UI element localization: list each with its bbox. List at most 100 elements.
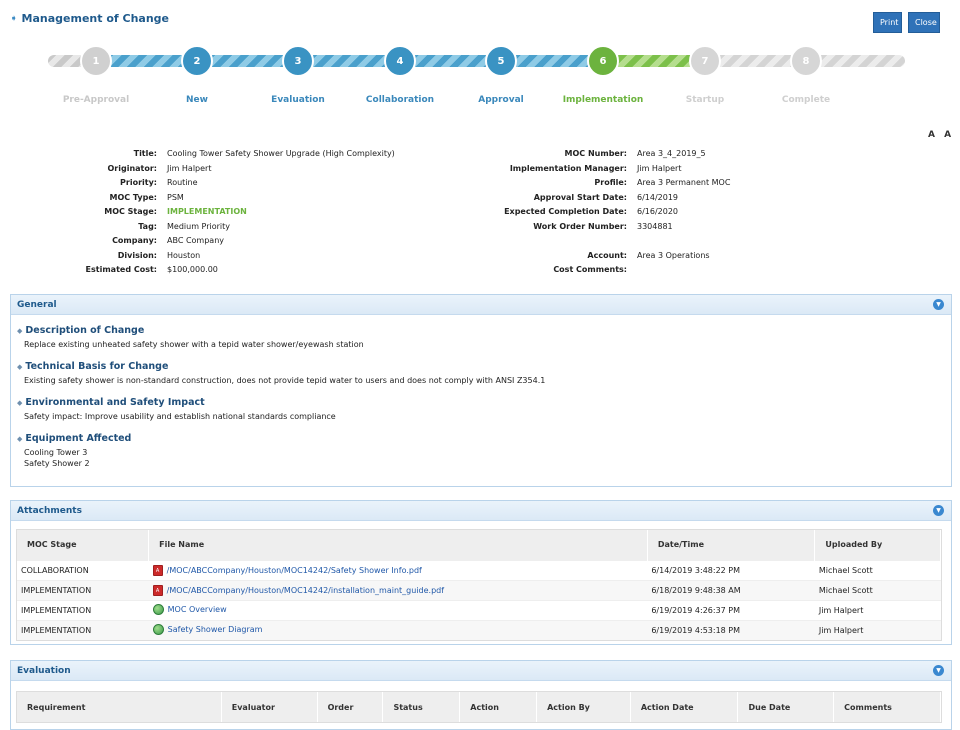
step-label-2[interactable]: New: [186, 95, 208, 105]
cell-file: A/MOC/ABCCompany/Houston/MOC14242/Safety…: [148, 559, 648, 580]
column-header[interactable]: Uploaded By: [814, 530, 941, 560]
detail-label: MOC Stage:: [104, 207, 157, 216]
step-circle-7[interactable]: 7: [689, 45, 721, 77]
globe-link-icon: [152, 623, 164, 635]
step-label-5[interactable]: Approval: [478, 95, 524, 105]
step-label-6[interactable]: Implementation: [562, 95, 644, 105]
section-body-line: Safety impact: Improve usability and est…: [24, 412, 336, 421]
step-circle-1[interactable]: 1: [80, 45, 112, 77]
step-label-1[interactable]: Pre-Approval: [62, 95, 130, 105]
bullet-icon: ◆: [17, 326, 23, 335]
chevron-down-icon[interactable]: ▼: [933, 505, 944, 516]
file-name[interactable]: MOC Overview: [167, 604, 227, 614]
column-header[interactable]: Due Date: [737, 692, 835, 722]
general-section: ◆ Equipment Affected Cooling Tower 3 Safety…: [11, 433, 137, 469]
step-circle-4[interactable]: 4: [384, 45, 416, 77]
column-header[interactable]: Evaluator: [221, 692, 318, 722]
table-row: IMPLEMENTATION MOC Overview 6/19/2019 4:26…: [17, 599, 941, 620]
detail-value: 6/14/2019: [637, 192, 679, 202]
step-circle-8[interactable]: 8: [790, 45, 822, 77]
section-body-line: Existing safety shower is non-standard c…: [24, 376, 546, 385]
section-title-text: Equipment Affected: [25, 433, 132, 444]
detail-value: Area 3 Permanent MOC: [637, 178, 731, 187]
chevron-down-icon[interactable]: ▼: [933, 299, 944, 310]
file-name[interactable]: /MOC/ABCCompany/Houston/MOC14242/install…: [166, 585, 445, 595]
column-header[interactable]: Requirement: [17, 692, 222, 722]
step-label-4[interactable]: Collaboration: [365, 95, 435, 105]
stage-progress-tracker: 1 Pre-Approval 2 New 3 Evaluation 4 Collaborati…: [0, 40, 960, 110]
step-label-3[interactable]: Evaluation: [271, 95, 325, 105]
general-panel-title: General: [17, 300, 57, 310]
file-link[interactable]: A/MOC/ABCCompany/Houston/MOC14242/Safety…: [152, 564, 422, 576]
evaluation-panel-header[interactable]: Evaluation ▼: [11, 661, 951, 681]
cell-stage: IMPLEMENTATION: [17, 579, 149, 600]
attachments-panel-header[interactable]: Attachments ▼: [11, 501, 951, 521]
file-name[interactable]: /MOC/ABCCompany/Houston/MOC14242/Safety …: [166, 565, 422, 575]
file-link[interactable]: MOC Overview: [152, 603, 227, 615]
detail-value: PSM: [167, 192, 184, 202]
detail-label: Profile:: [594, 178, 627, 187]
step-circle-2[interactable]: 2: [181, 45, 213, 77]
step-label-7[interactable]: Startup: [685, 95, 725, 105]
detail-label: Company:: [112, 236, 157, 245]
general-section: ◆ Technical Basis for Change Existing safe…: [11, 361, 551, 386]
step-circle-6[interactable]: 6: [587, 45, 619, 77]
general-panel-header[interactable]: General ▼: [11, 295, 951, 315]
cell-uploaded-by: Michael Scott: [814, 559, 941, 580]
detail-label: Implementation Manager:: [509, 163, 627, 173]
file-link[interactable]: A/MOC/ABCCompany/Houston/MOC14242/instal…: [152, 584, 445, 596]
general-section: ◆ Environmental and Safety Impact Safety i…: [11, 397, 342, 422]
file-name[interactable]: Safety Shower Diagram: [167, 624, 263, 634]
column-header[interactable]: Date/Time: [647, 530, 816, 560]
evaluation-table: Requirement Evaluator Order Status Action Act…: [17, 692, 941, 722]
font-size-toggle[interactable]: A A: [928, 130, 955, 140]
section-title-text: Technical Basis for Change: [25, 361, 169, 372]
table-row: IMPLEMENTATION A/MOC/ABCCompany/Houston/M…: [17, 579, 941, 600]
section-body: Safety impact: Improve usability and est…: [24, 411, 336, 422]
section-body: Cooling Tower 3 Safety Shower 2: [24, 447, 131, 469]
column-header[interactable]: Status: [382, 692, 461, 722]
cell-stage: IMPLEMENTATION: [17, 619, 149, 640]
column-header[interactable]: Comments: [833, 692, 941, 722]
column-header[interactable]: Action By: [536, 692, 631, 722]
section-title: ◆ Technical Basis for Change: [17, 361, 545, 372]
detail-value: Area 3 Operations: [637, 250, 710, 260]
step-label-8[interactable]: Complete: [781, 95, 831, 105]
column-header[interactable]: Order: [317, 692, 384, 722]
file-link[interactable]: Safety Shower Diagram: [152, 623, 263, 635]
evaluation-panel-title: Evaluation: [17, 666, 71, 676]
detail-value: Jim Halpert: [167, 163, 212, 173]
bullet-icon: ◆: [17, 434, 23, 443]
section-body-line: Safety Shower 2: [24, 459, 90, 468]
detail-value: 6/16/2020: [637, 207, 679, 216]
step-circle-3[interactable]: 3: [282, 45, 314, 77]
table-header-row: Requirement Evaluator Order Status Action Act…: [17, 692, 941, 722]
evaluation-panel: Evaluation ▼ Requirement Evaluator Order St…: [10, 660, 952, 730]
detail-label: Tag:: [138, 221, 157, 231]
cell-stage: IMPLEMENTATION: [17, 599, 149, 620]
column-header[interactable]: Action Date: [630, 692, 739, 722]
column-header[interactable]: File Name: [148, 530, 648, 560]
column-header[interactable]: MOC Stage: [17, 530, 150, 560]
cell-file: MOC Overview: [148, 599, 648, 620]
cell-date: 6/19/2019 4:53:18 PM: [647, 619, 815, 640]
pdf-icon: A: [152, 584, 163, 596]
chevron-down-icon[interactable]: ▼: [933, 665, 944, 676]
detail-label: Work Order Number:: [533, 221, 627, 231]
app-title: ➧ Management of Change: [10, 12, 169, 25]
progress-track-pre: [48, 55, 88, 67]
detail-value: ABC Company: [167, 236, 225, 245]
detail-label: Expected Completion Date:: [504, 207, 627, 216]
close-button[interactable]: Close: [908, 12, 940, 33]
step-circle-5[interactable]: 5: [485, 45, 517, 77]
detail-label: MOC Number:: [564, 149, 627, 158]
section-title: ◆ Description of Change: [17, 325, 364, 336]
detail-value: Routine: [167, 178, 198, 187]
pdf-icon: A: [152, 564, 163, 576]
table-row: IMPLEMENTATION Safety Shower Diagram 6/19/…: [17, 619, 941, 640]
cell-uploaded-by: Michael Scott: [814, 579, 941, 600]
print-button[interactable]: Print: [873, 12, 902, 33]
detail-value: Jim Halpert: [637, 163, 682, 173]
cell-date: 6/14/2019 3:48:22 PM: [647, 559, 815, 580]
column-header[interactable]: Action: [459, 692, 538, 722]
